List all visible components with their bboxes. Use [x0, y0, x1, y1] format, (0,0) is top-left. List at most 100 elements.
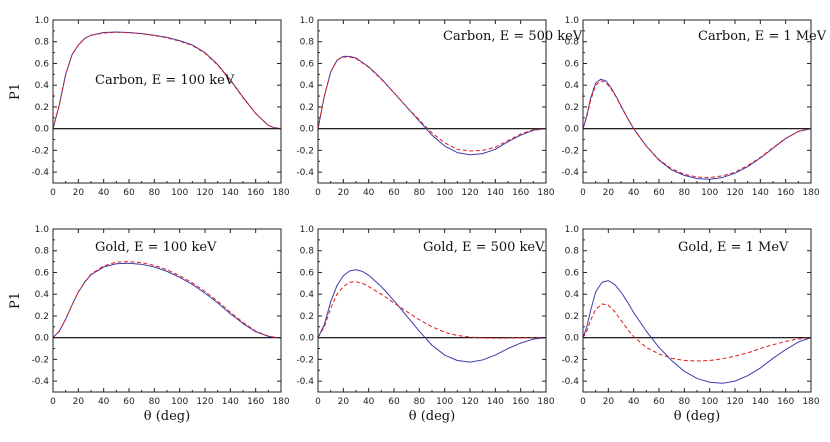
x-tick-label: 180 [272, 188, 289, 198]
panel-1: 0 20 40 60 80 100 120 140 160 180 1.0 0.8 0.6 0.4 0.2 0… [8, 16, 290, 198]
y-tick-label: 0.8 [35, 247, 50, 257]
y-tick-label: 1.0 [565, 225, 580, 235]
y-tick-label: 0.4 [35, 290, 50, 300]
y-tick-label: 0.6 [35, 268, 50, 278]
x-tick-label: 20 [603, 188, 615, 198]
x-tick-label: 180 [272, 397, 289, 407]
x-tick-label: 40 [363, 397, 375, 407]
y-tick-label: -0.2 [296, 355, 314, 365]
panel-5: 0 20 40 60 80 100 120 140 160 180 1.0 0.8 0.6 0.4 0.2 0… [296, 225, 554, 424]
x-tick-label: 140 [487, 188, 504, 198]
series-line-dashed [317, 281, 547, 339]
x-tick-label: 160 [247, 188, 264, 198]
x-axis-label: θ (deg) [144, 409, 190, 424]
y-tick-label: -0.2 [31, 355, 49, 365]
y-tick-label: 0.6 [565, 59, 580, 69]
x-tick-label: 20 [73, 188, 85, 198]
panel-2: 0 20 40 60 80 100 120 140 160 180 1.0 0.8 0.6 0.4 0.2 0… [296, 16, 582, 198]
x-tick-label: 20 [603, 397, 615, 407]
x-tick-label: 140 [752, 188, 769, 198]
x-tick-label: 140 [222, 188, 239, 198]
x-tick-label: 0 [50, 397, 56, 407]
x-tick-label: 0 [315, 397, 321, 407]
x-tick-label: 100 [701, 397, 718, 407]
y-tick-label: 0.2 [35, 103, 49, 113]
x-tick-label: 100 [701, 188, 718, 198]
x-tick-label: 120 [726, 188, 743, 198]
x-tick-label: 120 [461, 397, 478, 407]
panel-title: Carbon, E = 100 keV [95, 73, 235, 88]
panel-6: 0 20 40 60 80 100 120 140 160 180 1.0 0.8 0.6 0.4 0.2 0… [561, 225, 819, 424]
x-tick-label: 0 [580, 188, 586, 198]
series-line-solid [317, 269, 547, 363]
y-tick-label: 0.8 [35, 38, 50, 48]
x-tick-label: 40 [98, 397, 110, 407]
y-tick-label: -0.4 [31, 377, 49, 387]
series-line-dashed [582, 80, 812, 179]
x-tick-label: 160 [777, 397, 794, 407]
x-tick-label: 140 [222, 397, 239, 407]
y-tick-label: 0.6 [300, 59, 315, 69]
x-tick-label: 100 [436, 397, 453, 407]
series-line-dashed [52, 31, 282, 130]
plot-frame [317, 19, 547, 184]
x-tick-label: 160 [777, 188, 794, 198]
x-tick-label: 180 [537, 188, 554, 198]
y-tick-label: 1.0 [35, 225, 50, 235]
panel-title: Gold, E = 500 keV [423, 240, 545, 255]
x-tick-label: 180 [802, 188, 819, 198]
y-tick-label: 0.2 [565, 103, 579, 113]
x-tick-label: 100 [171, 397, 188, 407]
y-tick-label: 0.2 [300, 312, 314, 322]
x-tick-label: 60 [653, 397, 665, 407]
x-tick-label: 80 [149, 397, 161, 407]
x-tick-label: 20 [338, 397, 350, 407]
series-line-dashed [582, 303, 812, 362]
y-tick-label: 0.4 [300, 290, 315, 300]
y-tick-label: -0.2 [296, 146, 314, 156]
series-line-solid [317, 55, 547, 156]
x-tick-label: 20 [338, 188, 350, 198]
y-tick-label: 0.0 [565, 125, 580, 135]
panel-4: 0 20 40 60 80 100 120 140 160 180 1.0 0.8 0.6 0.4 0.2 0… [8, 225, 290, 424]
x-axis-label: θ (deg) [674, 409, 720, 424]
x-tick-label: 0 [50, 188, 56, 198]
y-tick-label: -0.2 [31, 146, 49, 156]
x-tick-label: 140 [752, 397, 769, 407]
x-tick-label: 0 [580, 397, 586, 407]
x-tick-label: 20 [73, 397, 85, 407]
x-tick-label: 0 [315, 188, 321, 198]
y-tick-label: 0.0 [300, 334, 315, 344]
y-tick-label: 0.4 [565, 81, 580, 91]
y-tick-label: -0.4 [561, 168, 579, 178]
x-tick-label: 120 [461, 188, 478, 198]
y-tick-label: 1.0 [300, 225, 315, 235]
y-tick-label: 0.4 [35, 81, 50, 91]
panel-3: 0 20 40 60 80 100 120 140 160 180 1.0 0.8 0.6 0.4 0.2 0… [561, 16, 826, 198]
x-tick-label: 140 [487, 397, 504, 407]
y-tick-label: 0.4 [300, 81, 315, 91]
y-tick-label: -0.4 [296, 168, 314, 178]
y-tick-label: 0.2 [300, 103, 314, 113]
x-tick-label: 80 [414, 397, 426, 407]
x-tick-label: 40 [363, 188, 375, 198]
y-tick-label: -0.2 [561, 146, 579, 156]
series-line-dashed [52, 261, 282, 339]
y-tick-label: -0.2 [561, 355, 579, 365]
y-axis-label: P1 [8, 83, 23, 100]
y-tick-label: 0.0 [300, 125, 315, 135]
x-tick-label: 60 [388, 188, 400, 198]
x-tick-label: 80 [149, 188, 161, 198]
x-tick-label: 180 [802, 397, 819, 407]
y-axis-label: P1 [8, 292, 23, 309]
y-tick-label: 0.6 [565, 268, 580, 278]
x-tick-label: 40 [628, 397, 640, 407]
y-tick-label: 0.8 [300, 38, 315, 48]
panel-title: Carbon, E = 1 MeV [698, 29, 827, 44]
y-tick-label: 1.0 [565, 16, 580, 26]
y-tick-label: -0.4 [31, 168, 49, 178]
x-tick-label: 80 [679, 397, 691, 407]
x-tick-label: 80 [414, 188, 426, 198]
series-line-solid [582, 280, 812, 384]
